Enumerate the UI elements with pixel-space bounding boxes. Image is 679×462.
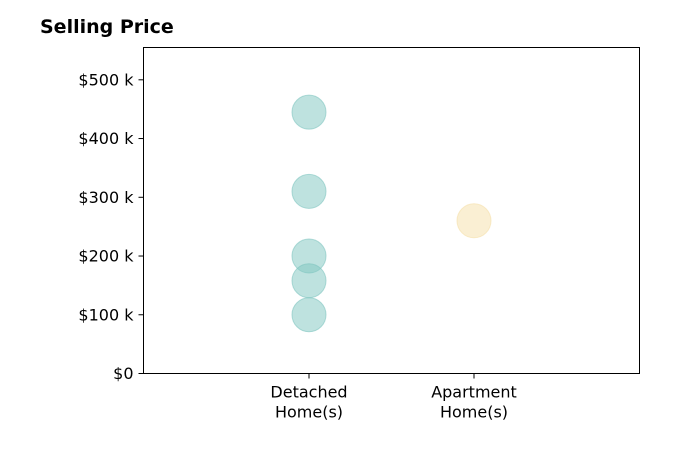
points-layer	[291, 94, 492, 333]
plot-area-frame	[143, 47, 640, 374]
data-point	[291, 297, 327, 333]
data-point	[291, 94, 327, 130]
data-point	[291, 173, 327, 209]
data-point	[291, 263, 327, 299]
y-tick-label: $500 k	[78, 70, 134, 89]
x-tick-label: Detached Home(s)	[270, 383, 347, 422]
data-point	[456, 203, 492, 239]
y-tick-label: $100 k	[78, 305, 134, 324]
chart-title: Selling Price	[40, 16, 174, 38]
y-tick-label: $0	[113, 364, 133, 383]
x-tick-label: Apartment Home(s)	[431, 383, 517, 422]
y-tick-label: $200 k	[78, 247, 134, 266]
y-tick-label: $300 k	[78, 188, 134, 207]
x-axis: Detached Home(s) Apartment Home(s)	[270, 373, 517, 422]
y-tick-label: $400 k	[78, 129, 134, 148]
y-axis: $0 $100 k $200 k $300 k $400 k $500 k	[78, 70, 144, 383]
